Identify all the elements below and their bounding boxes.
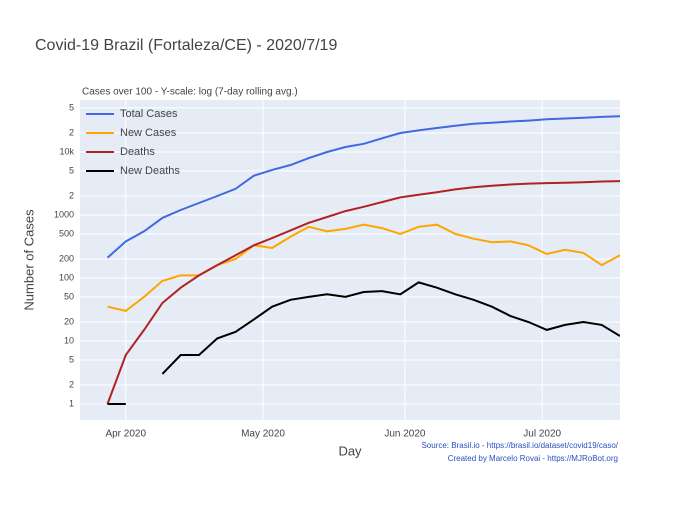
subtitle: Cases over 100 - Y-scale: log (7-day rol… — [82, 87, 298, 98]
series-line — [106, 115, 620, 259]
y-tick-label: 2 — [69, 127, 74, 137]
y-tick-label: 2 — [69, 190, 74, 200]
legend-label: Deaths — [120, 146, 155, 158]
series-line — [106, 180, 620, 405]
y-tick-label: 200 — [59, 253, 74, 263]
x-tick-label: Jun 2020 — [384, 429, 426, 440]
y-tick-label: 5 — [69, 102, 74, 112]
source-note: Source: Brasil.io - https://brasil.io/da… — [421, 441, 618, 450]
x-tick-label: May 2020 — [241, 429, 285, 440]
y-tick-label: 1 — [69, 398, 74, 408]
y-tick-label: 5 — [69, 354, 74, 364]
legend-label: New Cases — [120, 127, 177, 139]
series-line — [107, 223, 620, 312]
x-tick-label: Jul 2020 — [523, 429, 561, 440]
legend-label: Total Cases — [120, 108, 178, 120]
y-axis-title: Number of Cases — [21, 209, 36, 311]
y-tick-label: 1000 — [54, 209, 74, 219]
y-tick-label: 100 — [59, 272, 74, 282]
legend-label: New Deaths — [120, 165, 180, 177]
series-line — [107, 281, 620, 405]
chart-title: Covid-19 Brazil (Fortaleza/CE) - 2020/7/… — [35, 37, 337, 54]
y-tick-label: 500 — [59, 228, 74, 238]
y-tick-label: 20 — [64, 316, 74, 326]
y-tick-label: 10k — [59, 146, 74, 156]
y-tick-label: 2 — [69, 379, 74, 389]
credit-note: Created by Marcelo Rovai - https://MJRoB… — [448, 454, 618, 463]
x-tick-label: Apr 2020 — [105, 429, 146, 440]
y-tick-label: 50 — [64, 291, 74, 301]
plot-area — [80, 100, 620, 420]
x-axis-title: Day — [338, 443, 362, 458]
y-tick-label: 10 — [64, 335, 74, 345]
y-tick-label: 5 — [69, 165, 74, 175]
